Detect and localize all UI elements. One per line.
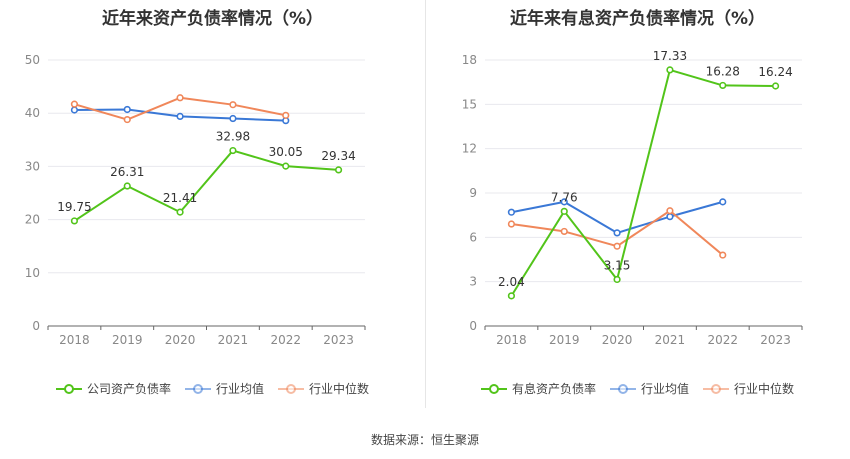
- legend-swatch: [184, 383, 211, 395]
- chart-legend: 公司资产负债率 行业均值 行业中位数: [0, 380, 425, 397]
- data-point: [176, 112, 184, 120]
- data-label: 16.24: [758, 65, 792, 79]
- y-tick-label: 9: [469, 186, 477, 200]
- chart-plot: 0 3 6 9 12 15 18 2018 2019 2020 2021 2022 2023 2.04 7.…: [462, 49, 803, 347]
- chart-plot: 0 10 20 30 40 50 2018 2019 2020 2021 2022 2023 19.75…: [25, 53, 366, 347]
- x-tick-label: 2020: [602, 333, 633, 347]
- y-tick-label: 6: [469, 230, 477, 244]
- data-label: 19.75: [57, 200, 91, 214]
- legend-swatch: [609, 383, 636, 395]
- legend-swatch: [703, 383, 729, 395]
- x-tick-label: 2023: [760, 333, 791, 347]
- data-point: [507, 208, 516, 216]
- data-label: 2.04: [498, 275, 525, 289]
- data-point: [613, 275, 621, 284]
- legend-label: 有息资产负债率: [511, 382, 596, 396]
- data-label: 21.41: [163, 191, 197, 205]
- data-point: [719, 81, 727, 90]
- data-label: 17.33: [653, 49, 687, 63]
- legend-item[interactable]: 行业均值: [609, 380, 689, 397]
- series-line: [73, 149, 339, 222]
- data-point: [560, 227, 568, 236]
- y-tick-label: 0: [469, 319, 477, 333]
- legend-label: 行业中位数: [734, 382, 795, 396]
- data-point: [70, 106, 79, 114]
- y-tick-label: 0: [32, 319, 40, 333]
- series-line: [510, 68, 776, 297]
- data-label: 30.05: [269, 145, 303, 159]
- legend-item[interactable]: 公司资产负债率: [55, 380, 171, 397]
- legend-label: 公司资产负债率: [86, 382, 171, 396]
- data-point: [229, 101, 237, 109]
- data-source-note: 数据来源：恒生聚源: [370, 433, 479, 447]
- y-tick-label: 12: [462, 142, 477, 156]
- x-tick-label: 2020: [165, 333, 196, 347]
- x-tick-label: 2018: [59, 333, 90, 347]
- y-tick-label: 40: [25, 106, 40, 120]
- data-point: [507, 220, 516, 228]
- data-label: 32.98: [216, 130, 250, 144]
- data-point: [176, 94, 184, 102]
- data-point: [666, 213, 674, 221]
- legend-swatch: [278, 383, 304, 395]
- x-tick-label: 2021: [655, 333, 686, 347]
- data-label: 26.31: [110, 165, 144, 179]
- y-tick-label: 18: [462, 53, 477, 67]
- data-point: [229, 146, 237, 155]
- data-point: [666, 66, 674, 74]
- x-tick-label: 2021: [218, 333, 249, 347]
- chart-title: 近年来有息资产负债率情况（%）: [509, 9, 766, 29]
- y-tick-label: 50: [25, 53, 40, 67]
- data-point: [719, 198, 727, 206]
- data-point: [560, 207, 568, 215]
- legend-item[interactable]: 行业均值: [184, 380, 264, 397]
- chart-panel-interest-debt-ratio: 近年来有息资产负债率情况（%） 0 3 6 9 12 15 18 2018 2019 2020 20…: [425, 0, 850, 410]
- y-tick-label: 20: [25, 213, 40, 227]
- chart-legend: 有息资产负债率 行业均值 行业中位数: [425, 380, 850, 397]
- data-point: [613, 242, 621, 250]
- y-tick-label: 30: [25, 159, 40, 173]
- y-tick-label: 15: [462, 97, 477, 111]
- data-point: [719, 251, 727, 259]
- legend-label: 行业均值: [215, 382, 264, 396]
- x-tick-label: 2023: [323, 333, 354, 347]
- x-tick-label: 2019: [112, 333, 143, 347]
- data-label: 3.15: [604, 258, 631, 272]
- chart-panel-debt-ratio: 近年来资产负债率情况（%） 0 10 20 30 40 50 2018 2019 2020 202…: [0, 0, 425, 410]
- data-label: 7.76: [551, 190, 578, 204]
- legend-swatch: [55, 383, 82, 395]
- legend-label: 行业中位数: [309, 382, 370, 396]
- data-point: [771, 82, 780, 90]
- data-point: [507, 292, 516, 300]
- data-point: [613, 229, 621, 237]
- x-tick-label: 2018: [496, 333, 527, 347]
- data-point: [123, 182, 131, 190]
- data-label: 29.34: [321, 149, 355, 163]
- data-point: [334, 166, 343, 174]
- y-tick-label: 10: [25, 266, 40, 280]
- x-tick-label: 2019: [549, 333, 580, 347]
- legend-item[interactable]: 行业中位数: [278, 380, 369, 397]
- data-point: [560, 198, 568, 206]
- data-point: [123, 105, 131, 114]
- data-point: [176, 208, 184, 216]
- data-point: [70, 100, 79, 108]
- legend-item[interactable]: 有息资产负债率: [480, 380, 596, 397]
- data-point: [123, 115, 131, 124]
- legend-item[interactable]: 行业中位数: [703, 380, 794, 397]
- data-point: [282, 162, 290, 170]
- legend-label: 行业均值: [640, 382, 689, 396]
- chart-title: 近年来资产负债率情况（%）: [101, 9, 324, 29]
- data-label: 16.28: [706, 64, 740, 78]
- y-tick-label: 3: [469, 275, 477, 289]
- x-tick-label: 2022: [270, 333, 301, 347]
- data-point: [666, 207, 674, 215]
- data-point: [229, 114, 237, 123]
- data-point: [282, 111, 290, 119]
- data-point: [70, 217, 79, 225]
- panel-divider: [425, 0, 426, 408]
- x-tick-label: 2022: [707, 333, 738, 347]
- legend-swatch: [480, 383, 507, 395]
